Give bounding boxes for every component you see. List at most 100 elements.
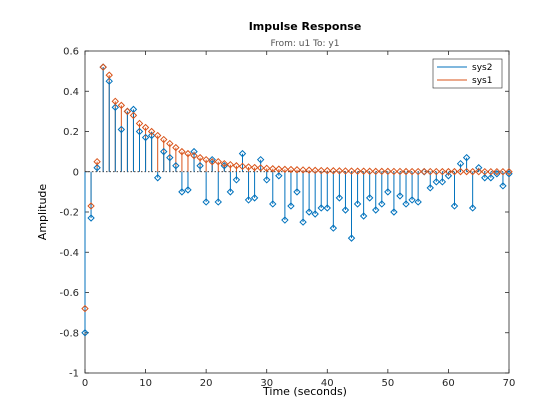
marker-sys2 — [275, 172, 283, 180]
marker-sys2 — [359, 212, 368, 220]
marker-sys1 — [129, 111, 138, 120]
marker-sys1 — [372, 167, 380, 176]
marker-sys2 — [184, 186, 192, 194]
marker-sys2 — [444, 172, 453, 180]
y-tick-label: -1 — [69, 369, 79, 380]
marker-sys1 — [468, 167, 477, 176]
marker-sys2 — [281, 216, 289, 224]
marker-sys1 — [141, 123, 150, 132]
axis-ticks: 0 10 20 30 40 50 60 70 0.6 0.4 0.2 0 -0.2 -0.4 -0.6 -0.… — [59, 47, 515, 390]
x-axis-label: Time (seconds) — [262, 385, 347, 398]
y-tick-label: 0.4 — [63, 87, 79, 98]
marker-sys2 — [329, 224, 338, 232]
marker-sys2 — [135, 127, 144, 136]
y-tick-label: 0 — [73, 167, 79, 178]
marker-sys1 — [444, 167, 453, 176]
legend-label-sys1: sys1 — [472, 76, 492, 86]
marker-sys1 — [293, 166, 301, 174]
x-tick-label: 10 — [139, 378, 152, 389]
marker-sys2 — [402, 200, 410, 208]
marker-sys1 — [202, 155, 210, 164]
marker-sys2 — [208, 155, 216, 164]
marker-sys1 — [426, 167, 434, 176]
marker-sys2 — [353, 200, 362, 208]
marker-sys1 — [275, 165, 283, 173]
marker-sys1 — [456, 167, 465, 176]
marker-sys1 — [190, 151, 198, 160]
y-tick-label: -0.2 — [59, 208, 79, 219]
marker-sys2 — [414, 198, 422, 206]
marker-sys1 — [238, 162, 247, 171]
marker-sys2 — [372, 206, 380, 214]
marker-sys1 — [244, 163, 253, 171]
marker-sys2 — [481, 174, 489, 182]
marker-sys2 — [438, 178, 447, 186]
chart-title: Impulse Response — [249, 20, 362, 33]
marker-sys1 — [226, 160, 235, 169]
marker-sys1 — [341, 167, 350, 175]
marker-sys2 — [153, 174, 162, 182]
marker-sys2 — [178, 188, 186, 196]
marker-sys2 — [256, 155, 265, 164]
marker-sys2 — [456, 159, 465, 168]
y-tick-label: 0.6 — [63, 47, 79, 58]
marker-sys2 — [172, 162, 180, 170]
marker-sys1 — [250, 163, 259, 172]
marker-sys1 — [450, 167, 459, 176]
y-tick-label: -0.8 — [59, 328, 79, 339]
marker-sys1 — [135, 119, 144, 128]
marker-sys1 — [147, 127, 156, 136]
marker-sys2 — [214, 198, 222, 206]
marker-sys2 — [487, 174, 495, 182]
marker-sys2 — [462, 153, 471, 162]
marker-sys1 — [117, 101, 126, 110]
marker-sys1 — [81, 304, 89, 313]
marker-sys2 — [311, 210, 319, 218]
marker-sys1 — [384, 167, 392, 176]
x-tick-label: 40 — [321, 378, 334, 389]
marker-sys2 — [384, 188, 392, 196]
marker-sys1 — [153, 131, 162, 140]
marker-sys2 — [87, 214, 95, 222]
marker-sys2 — [432, 178, 441, 186]
marker-sys1 — [99, 63, 107, 71]
marker-sys2 — [299, 218, 307, 226]
marker-sys1 — [87, 202, 95, 210]
marker-sys2 — [263, 176, 271, 184]
x-tick-label: 70 — [503, 378, 516, 389]
y-tick-label: -0.6 — [59, 288, 79, 299]
marker-sys1 — [462, 167, 471, 176]
marker-sys1 — [269, 165, 277, 173]
marker-sys1 — [347, 167, 356, 175]
marker-sys2 — [468, 204, 477, 212]
marker-sys2 — [426, 184, 434, 192]
marker-sys1 — [178, 147, 186, 156]
marker-sys1 — [481, 167, 489, 176]
marker-sys1 — [184, 149, 192, 158]
marker-sys1 — [311, 166, 319, 175]
marker-sys1 — [214, 157, 222, 166]
marker-sys2 — [202, 198, 210, 206]
legend-label-sys2: sys2 — [472, 63, 492, 73]
marker-sys2 — [390, 208, 398, 216]
marker-sys1 — [123, 107, 132, 116]
marker-sys2 — [475, 164, 483, 172]
y-axis-label: Amplitude — [36, 184, 49, 241]
plot-area — [84, 50, 510, 374]
marker-sys1 — [402, 167, 410, 176]
marker-sys2 — [160, 147, 168, 156]
markers — [81, 63, 513, 337]
marker-sys1 — [329, 167, 338, 175]
marker-sys1 — [323, 166, 331, 175]
x-tick-label: 60 — [442, 378, 455, 389]
marker-sys1 — [287, 165, 295, 174]
marker-sys1 — [232, 162, 241, 170]
marker-sys1 — [487, 167, 495, 176]
marker-sys1 — [359, 167, 368, 175]
marker-sys2 — [323, 204, 331, 212]
x-tick-label: 30 — [260, 378, 273, 389]
marker-sys1 — [172, 143, 180, 152]
marker-sys1 — [432, 167, 441, 176]
marker-sys1 — [105, 71, 113, 79]
marker-sys2 — [305, 208, 313, 216]
